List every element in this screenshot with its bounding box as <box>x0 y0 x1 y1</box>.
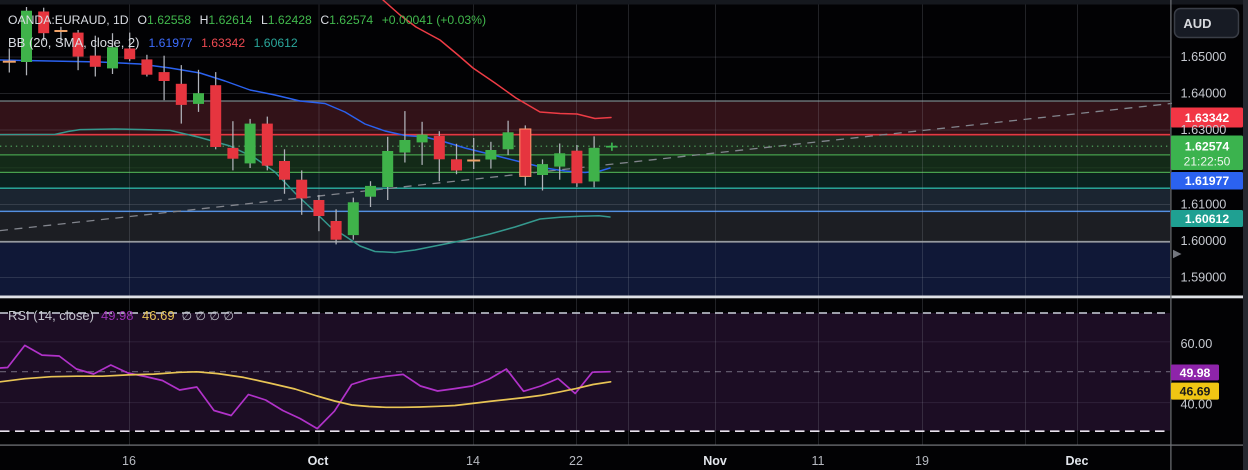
svg-text:1.64000: 1.64000 <box>1181 86 1227 100</box>
svg-text:40.00: 40.00 <box>1181 398 1213 412</box>
svg-text:1.63342: 1.63342 <box>1185 111 1230 125</box>
svg-text:Nov: Nov <box>703 454 727 468</box>
svg-text:1.61000: 1.61000 <box>1181 197 1227 211</box>
svg-text:21:22:50: 21:22:50 <box>1184 155 1231 169</box>
svg-text:19: 19 <box>915 454 929 468</box>
svg-text:22: 22 <box>569 454 583 468</box>
svg-text:Oct: Oct <box>308 454 330 468</box>
svg-text:AUD: AUD <box>1183 16 1211 31</box>
svg-text:1.60000: 1.60000 <box>1181 234 1227 248</box>
svg-text:1.62574: 1.62574 <box>1185 140 1230 154</box>
svg-text:49.98: 49.98 <box>1180 366 1211 380</box>
svg-text:Dec: Dec <box>1066 454 1089 468</box>
svg-text:46.69: 46.69 <box>1180 385 1211 399</box>
svg-text:60.00: 60.00 <box>1181 337 1213 351</box>
svg-text:1.61977: 1.61977 <box>1185 174 1230 188</box>
svg-text:1.59000: 1.59000 <box>1181 270 1227 284</box>
svg-text:14: 14 <box>466 454 480 468</box>
svg-text:16: 16 <box>122 454 136 468</box>
svg-text:11: 11 <box>812 454 825 468</box>
svg-text:1.65000: 1.65000 <box>1181 50 1227 64</box>
svg-text:1.60612: 1.60612 <box>1185 212 1230 226</box>
svg-text:1.63000: 1.63000 <box>1181 123 1227 137</box>
